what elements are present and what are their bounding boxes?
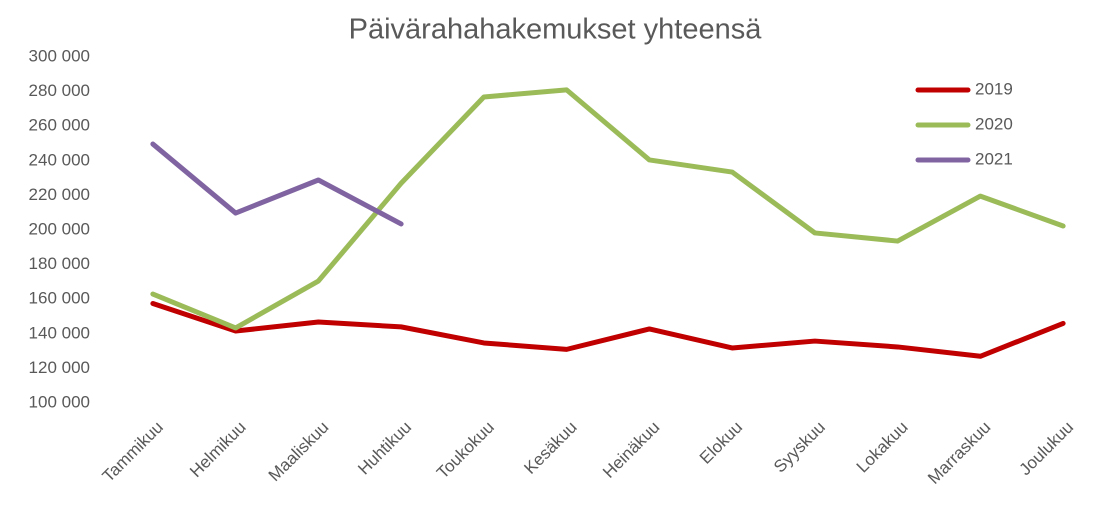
y-tick-label: 220 000 <box>29 185 90 204</box>
y-tick-label: 180 000 <box>29 254 90 273</box>
legend-label: 2019 <box>975 79 1013 98</box>
x-tick-label: Maaliskuu <box>265 418 333 486</box>
line-series <box>150 301 1066 359</box>
y-tick-label: 300 000 <box>29 46 90 65</box>
x-tick-label: Heinäkuu <box>599 418 663 482</box>
y-tick-label: 140 000 <box>29 323 90 342</box>
y-tick-label: 120 000 <box>29 358 90 377</box>
y-tick-label: 160 000 <box>29 289 90 308</box>
x-tick-label: Lokakuu <box>853 418 912 477</box>
y-tick-label: 260 000 <box>29 116 90 135</box>
y-tick-label: 240 000 <box>29 150 90 169</box>
line-series <box>150 87 1066 331</box>
legend-label: 2021 <box>975 149 1013 168</box>
x-tick-label: Kesäkuu <box>520 418 580 478</box>
y-tick-label: 100 000 <box>29 392 90 411</box>
x-tick-label: Huhtikuu <box>354 418 415 479</box>
chart-title: Päivärahahakemukset yhteensä <box>349 14 763 46</box>
x-tick-label: Tammikuu <box>99 418 167 486</box>
line-series <box>150 141 404 227</box>
y-tick-label: 280 000 <box>29 81 90 100</box>
x-tick-label: Helmikuu <box>186 418 250 482</box>
x-tick-label: Toukokuu <box>433 418 498 483</box>
y-tick-label: 200 000 <box>29 219 90 238</box>
legend-label: 2020 <box>975 114 1013 133</box>
x-tick-label: Marraskuu <box>924 418 994 488</box>
x-tick-label: Joulukuu <box>1016 418 1078 480</box>
x-tick-label: Syyskuu <box>770 418 829 477</box>
x-tick-label: Elokuu <box>696 418 746 468</box>
